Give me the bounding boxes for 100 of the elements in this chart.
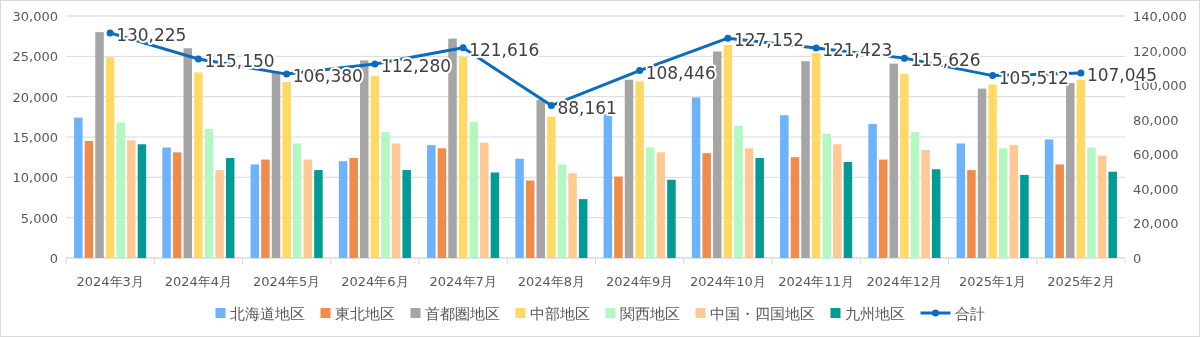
bar: [204, 128, 214, 258]
y-tick-label: 5,000: [20, 210, 58, 226]
x-tick-label: 2024年4月: [164, 274, 233, 289]
bar: [889, 63, 899, 258]
x-tick-label: 2024年9月: [605, 274, 674, 289]
x-tick-label: 2024年3月: [76, 274, 144, 289]
y-tick-label: 10,000: [12, 170, 58, 186]
bar: [878, 159, 888, 258]
bar: [900, 74, 909, 258]
bar: [515, 158, 524, 258]
bar: [448, 38, 457, 258]
bar: [635, 81, 644, 258]
data-label: 108,446: [645, 62, 716, 83]
bar: [921, 149, 930, 258]
data-label: 88,161: [557, 97, 617, 118]
bar: [656, 152, 666, 258]
bar: [162, 147, 171, 258]
bar: [360, 60, 369, 258]
bar: [402, 170, 411, 258]
legend-label: 東北地区: [334, 305, 395, 323]
bar: [127, 140, 136, 258]
bar: [194, 72, 203, 258]
y-tick-label: 0: [49, 251, 58, 266]
point: [989, 72, 997, 80]
bar: [702, 153, 711, 258]
bar: [1076, 79, 1086, 258]
bar: [998, 148, 1008, 258]
bar: [427, 145, 436, 258]
bar: [910, 132, 920, 258]
bar: [801, 61, 810, 258]
bar: [525, 180, 535, 258]
bar: [225, 157, 235, 258]
data-label: 121,616: [469, 39, 540, 60]
bar: [1020, 174, 1029, 258]
bar: [645, 147, 655, 258]
bar: [271, 71, 281, 258]
bar: [734, 125, 743, 258]
bar: [391, 143, 401, 258]
bar: [723, 45, 733, 258]
bar: [172, 152, 182, 258]
x-tick-label: 2025年1月: [958, 274, 1027, 289]
bar: [292, 143, 302, 258]
bar: [338, 161, 348, 258]
bar: [624, 79, 634, 258]
bar: [469, 121, 478, 258]
x-tick-label: 2024年5月: [252, 274, 321, 289]
bar: [843, 162, 853, 258]
y2-tick-label: 120,000: [1133, 43, 1187, 59]
bar: [988, 84, 997, 258]
x-tick-label: 2024年8月: [517, 274, 586, 289]
bar: [215, 170, 224, 258]
point: [1077, 69, 1085, 77]
point: [106, 29, 114, 37]
y2-tick-label: 140,000: [1133, 9, 1187, 24]
data-label: 115,150: [204, 50, 275, 71]
bar: [261, 159, 270, 258]
bar: [833, 144, 842, 258]
bar: [547, 116, 556, 258]
y2-tick-label: 0: [1133, 251, 1142, 266]
legend-label: 九州地区: [844, 305, 905, 323]
x-tick-label: 2024年7月: [429, 274, 497, 289]
bar: [480, 142, 489, 258]
bar: [568, 173, 577, 258]
y2-tick-label: 80,000: [1133, 112, 1179, 128]
data-label: 130,225: [116, 24, 187, 45]
data-label: 112,280: [380, 55, 452, 76]
bar: [967, 170, 976, 258]
bar: [811, 53, 821, 258]
data-label: 106,380: [292, 66, 363, 87]
point: [283, 70, 291, 78]
bar: [84, 141, 94, 258]
y2-tick-label: 20,000: [1133, 216, 1179, 232]
bar: [713, 51, 722, 258]
bar: [536, 99, 546, 258]
bar: [490, 172, 500, 258]
bar: [282, 82, 291, 258]
bar: [250, 164, 260, 258]
y-tick-label: 30,000: [12, 9, 58, 24]
bar: [1087, 147, 1096, 258]
x-tick-label: 2024年10月: [690, 274, 766, 289]
bar: [1066, 82, 1075, 258]
data-label: 115,626: [910, 50, 981, 71]
bar: [437, 148, 447, 258]
x-tick-label: 2024年12月: [866, 274, 943, 289]
bar: [314, 170, 323, 258]
legend-label: 首都圏地区: [424, 305, 500, 323]
y-tick-label: 20,000: [12, 89, 58, 105]
x-tick-label: 2024年11月: [778, 274, 854, 289]
point: [636, 67, 644, 75]
y2-tick-label: 40,000: [1133, 181, 1179, 197]
bar: [755, 157, 764, 258]
point: [724, 34, 732, 42]
bar: [95, 32, 104, 258]
y2-tick-label: 60,000: [1133, 147, 1179, 163]
bar: [1009, 145, 1019, 258]
x-tick-label: 2024年6月: [341, 274, 409, 289]
bar: [458, 57, 468, 258]
bar: [956, 143, 966, 258]
bar: [578, 199, 588, 258]
bar: [1055, 164, 1064, 258]
